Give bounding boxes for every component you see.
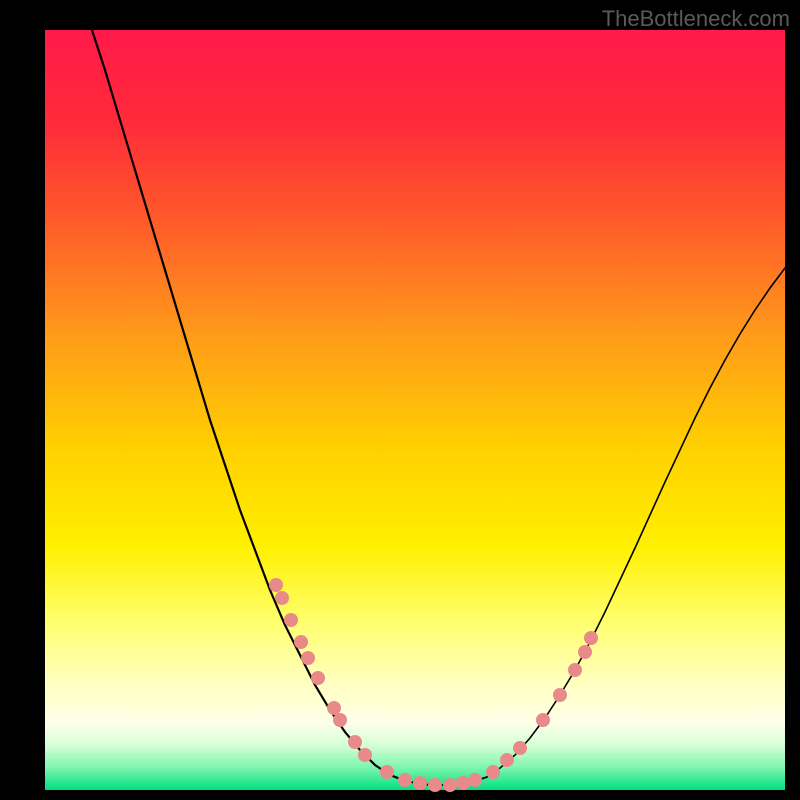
data-marker — [284, 613, 298, 627]
data-marker — [584, 631, 598, 645]
gradient-plot-area — [45, 30, 785, 790]
data-marker — [311, 671, 325, 685]
data-marker — [578, 645, 592, 659]
data-marker — [413, 776, 427, 790]
data-marker — [553, 688, 567, 702]
data-marker — [380, 765, 394, 779]
data-marker — [513, 741, 527, 755]
data-marker — [486, 765, 500, 779]
data-marker — [536, 713, 550, 727]
data-marker — [327, 701, 341, 715]
data-marker — [275, 591, 289, 605]
data-marker — [456, 776, 470, 790]
data-marker — [468, 773, 482, 787]
data-marker — [294, 635, 308, 649]
data-marker — [358, 748, 372, 762]
data-marker — [398, 773, 412, 787]
data-marker — [500, 753, 514, 767]
data-marker — [428, 778, 442, 792]
bottleneck-chart — [0, 0, 800, 800]
data-marker — [333, 713, 347, 727]
data-marker — [348, 735, 362, 749]
data-marker — [443, 778, 457, 792]
data-marker — [269, 578, 283, 592]
watermark-text: TheBottleneck.com — [602, 6, 790, 32]
data-marker — [568, 663, 582, 677]
data-marker — [301, 651, 315, 665]
